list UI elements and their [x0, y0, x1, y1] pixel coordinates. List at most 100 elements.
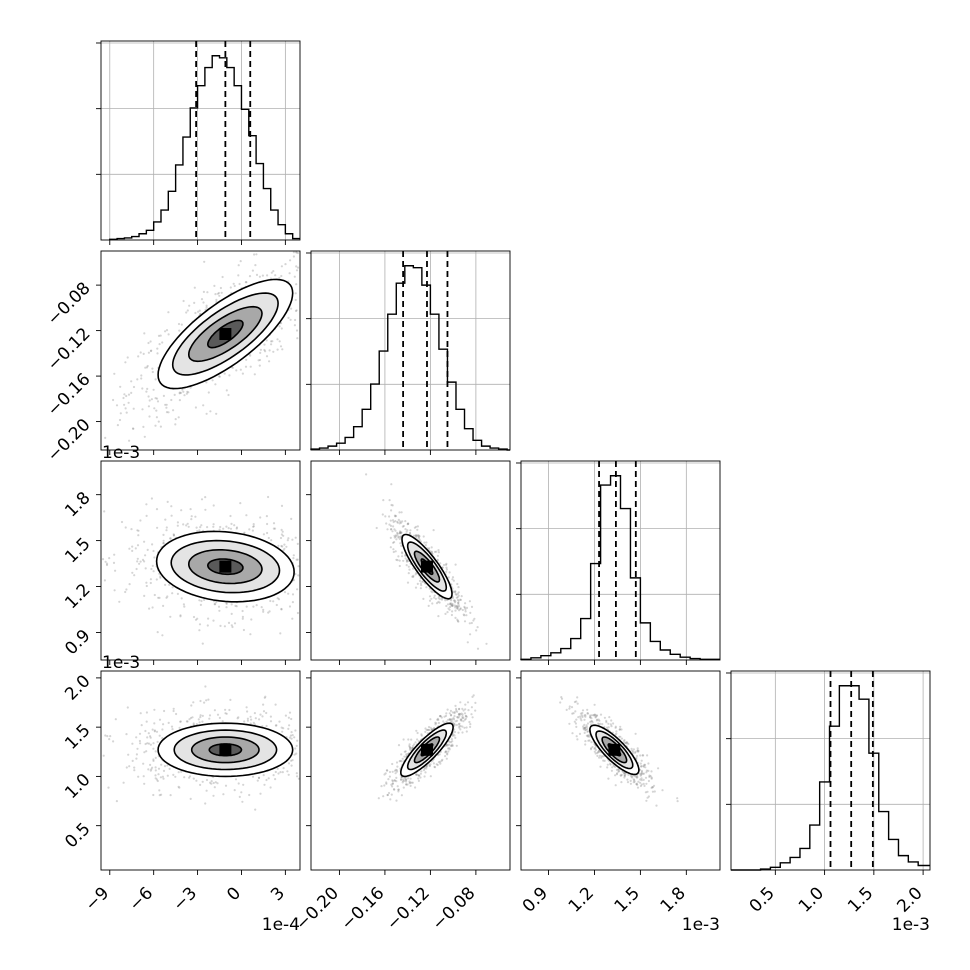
- sample-point: [151, 564, 154, 568]
- sample-point: [428, 599, 432, 602]
- sample-point: [418, 774, 421, 777]
- sample-point: [185, 720, 188, 723]
- sample-point: [453, 730, 457, 734]
- sample-point: [402, 786, 405, 789]
- sample-point: [108, 738, 111, 741]
- y-tick-label: −0.20: [44, 415, 95, 466]
- sample-point: [644, 766, 647, 769]
- sample-point: [126, 706, 129, 709]
- sample-point: [203, 701, 206, 704]
- sample-point: [388, 515, 391, 518]
- sample-point: [169, 615, 172, 618]
- sample-point: [125, 588, 128, 591]
- sample-point: [424, 544, 427, 547]
- sample-point: [263, 348, 266, 352]
- sample-point: [586, 734, 589, 737]
- sample-point: [412, 574, 415, 577]
- sample-point: [445, 744, 448, 747]
- sample-point: [397, 555, 400, 558]
- sample-point: [156, 347, 159, 350]
- sample-point: [235, 527, 238, 530]
- sample-point: [404, 520, 407, 523]
- sample-point: [119, 385, 122, 388]
- sample-point: [109, 735, 112, 738]
- sample-point: [445, 712, 448, 715]
- sample-point: [391, 780, 394, 783]
- sample-point: [595, 714, 599, 717]
- sample-point: [145, 503, 148, 506]
- sample-point: [422, 597, 425, 601]
- sample-point: [205, 306, 208, 309]
- sample-point: [584, 743, 587, 746]
- sample-point: [401, 781, 404, 784]
- sample-point: [584, 726, 587, 729]
- sample-point: [395, 770, 399, 773]
- sample-point: [114, 569, 117, 572]
- sample-point: [398, 564, 401, 568]
- sample-point: [593, 714, 596, 717]
- sample-point: [215, 412, 218, 415]
- sample-point: [457, 713, 460, 716]
- sample-point: [410, 781, 413, 784]
- sample-point: [272, 774, 275, 777]
- histogram-bar: [362, 409, 371, 450]
- sample-point: [153, 407, 156, 410]
- sample-point: [403, 750, 406, 753]
- sample-point: [160, 793, 163, 796]
- sample-point: [388, 523, 391, 526]
- sample-point: [136, 560, 139, 563]
- sample-point: [229, 514, 232, 518]
- sample-point: [590, 741, 593, 744]
- sample-point: [294, 572, 297, 576]
- sample-point: [114, 718, 117, 721]
- sample-point: [154, 750, 157, 753]
- sample-point: [135, 753, 138, 756]
- sample-point: [150, 567, 153, 571]
- sample-point: [185, 311, 188, 314]
- sample-point: [405, 559, 409, 562]
- sample-point: [225, 389, 228, 392]
- sample-point: [450, 613, 453, 617]
- sample-point: [142, 762, 145, 765]
- sample-point: [249, 722, 252, 725]
- sample-point: [619, 725, 622, 728]
- sample-point: [158, 718, 162, 721]
- sample-point: [430, 551, 433, 554]
- sample-point: [617, 770, 620, 773]
- sample-point: [281, 771, 284, 774]
- sample-point: [139, 560, 142, 563]
- sample-point: [396, 534, 399, 537]
- sample-point: [132, 385, 136, 389]
- sample-point: [136, 529, 139, 532]
- sample-point: [133, 769, 136, 772]
- sample-point: [255, 273, 259, 276]
- sample-point: [145, 390, 148, 393]
- sample-point: [272, 350, 275, 353]
- sample-point: [633, 775, 636, 778]
- sample-point: [474, 701, 477, 705]
- sample-point: [647, 795, 651, 798]
- sample-point: [394, 514, 398, 518]
- sample-point: [395, 776, 398, 780]
- sample-point: [148, 415, 151, 418]
- sample-point: [153, 730, 156, 733]
- sample-point: [158, 734, 161, 737]
- histogram-bar: [285, 234, 292, 240]
- sample-point: [242, 783, 245, 786]
- sample-point: [431, 602, 434, 605]
- sample-point: [383, 784, 386, 787]
- sample-point: [445, 720, 448, 723]
- sample-point: [437, 551, 440, 554]
- sample-point: [198, 529, 201, 532]
- sample-point: [436, 718, 439, 721]
- sample-point: [398, 511, 401, 514]
- sample-point: [409, 784, 412, 788]
- y-tick-label: −0.12: [44, 324, 95, 375]
- sample-point: [137, 775, 140, 778]
- sample-point: [606, 766, 609, 769]
- sample-point: [152, 759, 155, 763]
- sample-point: [450, 718, 453, 721]
- sample-point: [144, 567, 147, 570]
- sample-point: [196, 530, 199, 533]
- sample-point: [448, 712, 451, 715]
